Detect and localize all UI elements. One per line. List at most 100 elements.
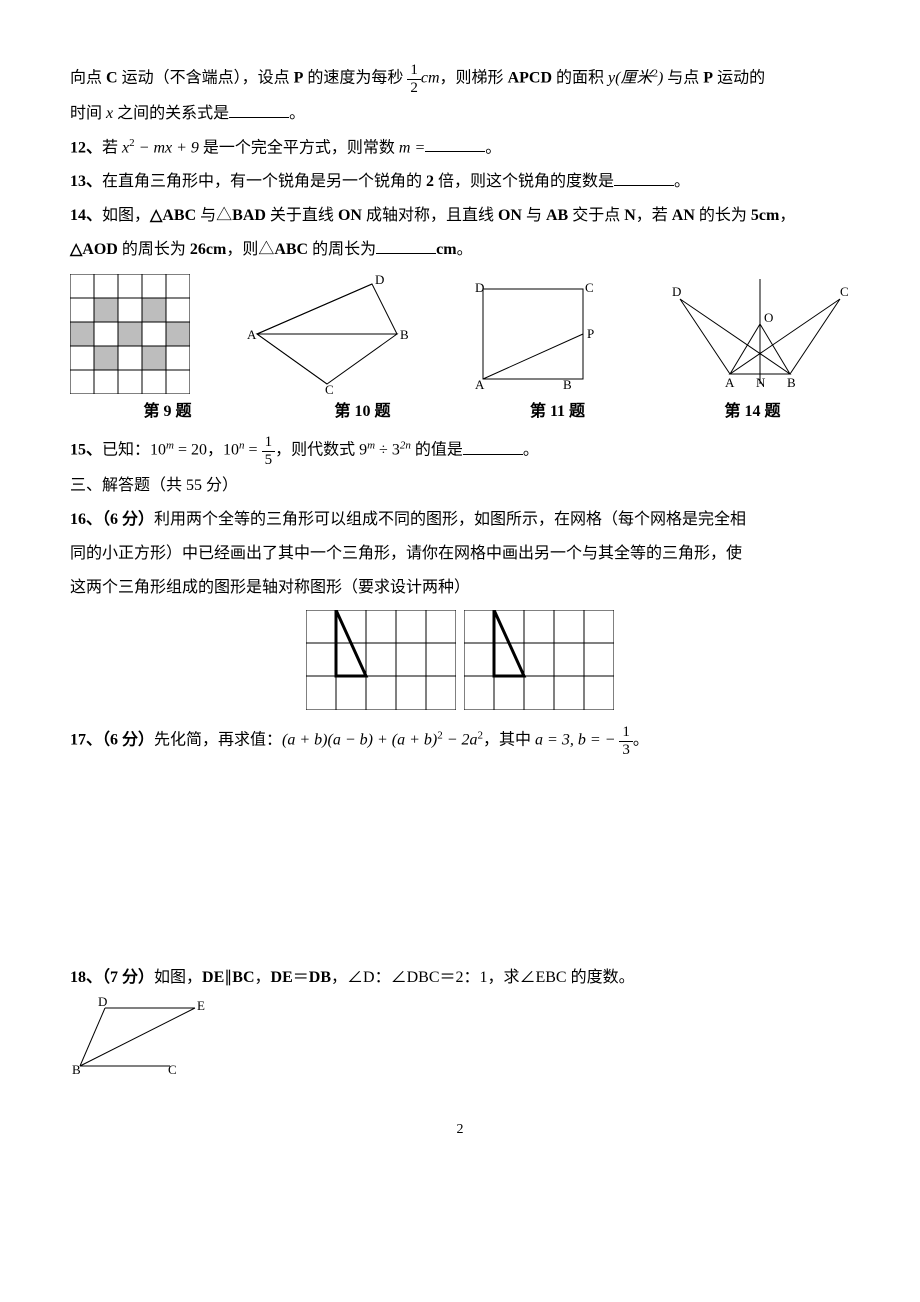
- t: 的速度为每秒: [303, 70, 407, 87]
- section-3-heading: 三、解答题（共 55 分）: [70, 470, 850, 502]
- t: ，则梯形: [440, 70, 508, 87]
- svg-text:P: P: [587, 326, 594, 341]
- pre: 18、: [70, 969, 102, 986]
- t: ，: [779, 207, 795, 224]
- svg-text:B: B: [72, 1062, 81, 1076]
- p: P: [294, 70, 304, 87]
- on2: ON: [498, 207, 522, 224]
- svg-text:C: C: [840, 284, 849, 299]
- t: ，则代数式: [275, 442, 359, 459]
- svg-text:D: D: [475, 280, 484, 295]
- mexp: m: [367, 440, 375, 452]
- ab: AB: [546, 207, 568, 224]
- cap11: 第 11 题: [460, 396, 655, 428]
- t: 倍，则这个锐角的度数是: [434, 173, 614, 190]
- svg-text:A: A: [475, 377, 485, 392]
- blank: [376, 237, 436, 254]
- svg-text:O: O: [764, 310, 773, 325]
- t: 若: [102, 139, 122, 156]
- frac: 13: [619, 724, 633, 758]
- t: 的周长为: [118, 241, 190, 258]
- an: AN: [672, 207, 695, 224]
- t: 。: [485, 139, 501, 156]
- fig10: A B C D: [237, 274, 417, 394]
- svg-text:B: B: [400, 327, 409, 342]
- e: (a + b)(a − b) + (a + b): [282, 732, 437, 749]
- cm: cm: [436, 241, 456, 258]
- cap10: 第 10 题: [265, 396, 460, 428]
- svg-text:E: E: [197, 998, 205, 1013]
- t: 已知：: [102, 442, 150, 459]
- svg-text:N: N: [756, 375, 766, 390]
- bv: b = −: [578, 732, 620, 749]
- t: 先化简，再求值：: [154, 732, 282, 749]
- svg-text:C: C: [585, 280, 594, 295]
- t: ，其中: [483, 732, 535, 749]
- blank: [463, 438, 523, 455]
- grid-b: [464, 610, 614, 710]
- t: 在直角三角形中，有一个锐角是另一个锐角的: [102, 173, 426, 190]
- pre: 15、: [70, 442, 102, 459]
- frac-half: 12: [407, 62, 421, 96]
- pre: 16、: [70, 511, 102, 528]
- bc: BC: [232, 969, 254, 986]
- c2: ，: [331, 969, 347, 986]
- e2n: 2n: [400, 440, 411, 452]
- t: 的面积: [552, 70, 608, 87]
- fig14: A B C D O N: [650, 274, 850, 394]
- svg-text:D: D: [98, 996, 107, 1009]
- t: 。: [289, 105, 305, 122]
- q17: 17、（6 分）先化简，再求值：(a + b)(a − b) + (a + b)…: [70, 724, 850, 758]
- t: 运动的: [713, 70, 765, 87]
- q16-grids: [70, 610, 850, 710]
- p2: P: [703, 70, 713, 87]
- q15: 15、已知：10m = 20，10n = 15，则代数式 9m ÷ 32n 的值…: [70, 434, 850, 468]
- svg-text:C: C: [168, 1062, 177, 1076]
- av: a = 3,: [535, 732, 574, 749]
- t: 与: [522, 207, 546, 224]
- c: C: [106, 70, 118, 87]
- t: 与点: [663, 70, 703, 87]
- y: y(厘米: [608, 70, 652, 87]
- t: 如图，: [154, 969, 202, 986]
- q16-l3: 这两个三角形组成的图形是轴对称图形（要求设计两种）: [70, 572, 850, 604]
- fig11: A B C D P: [463, 274, 603, 394]
- pre: 17、: [70, 732, 102, 749]
- caption-row: 第 9 题 第 10 题 第 11 题 第 14 题: [70, 396, 850, 428]
- pre: 14、: [70, 207, 102, 224]
- svg-text:C: C: [325, 382, 334, 394]
- blank: [229, 101, 289, 118]
- e1: 10: [150, 442, 166, 459]
- m: m =: [399, 139, 425, 156]
- c: ，: [255, 969, 271, 986]
- unit: cm: [421, 70, 440, 87]
- m: m: [166, 440, 174, 452]
- svg-text:B: B: [563, 377, 572, 392]
- q16-l1: 16、（6 分）利用两个全等的三角形可以组成不同的图形，如图所示，在网格（每个网…: [70, 504, 850, 536]
- diagram-icon: A B C D O N: [650, 274, 850, 394]
- mid: − mx + 9: [135, 139, 199, 156]
- de: DE: [202, 969, 224, 986]
- t: 是一个完全平方式，则常数: [199, 139, 399, 156]
- t: ，若: [636, 207, 672, 224]
- q11-line1: 向点 C 运动（不含端点），设点 P 的速度为每秒 12cm，则梯形 APCD …: [70, 62, 850, 96]
- e2: − 2a: [443, 732, 478, 749]
- fig18: B C D E: [70, 996, 850, 1076]
- t: 的长为: [695, 207, 751, 224]
- q14-line1: 14、如图，△ABC 与△BAD 关于直线 ON 成轴对称，且直线 ON 与 A…: [70, 200, 850, 232]
- t: 。: [457, 241, 473, 258]
- two: 2: [426, 173, 434, 190]
- blank: [614, 169, 674, 186]
- t: 与△: [196, 207, 232, 224]
- q14-line2: △AOD 的周长为 26cm，则△ABC 的周长为cm。: [70, 234, 850, 266]
- svg-text:B: B: [787, 375, 796, 390]
- t: 之间的关系式是: [113, 105, 229, 122]
- diagram-icon: A B C D P: [463, 274, 603, 394]
- diagram-icon: B C D E: [70, 996, 220, 1076]
- pre: 12、: [70, 139, 102, 156]
- svg-text:A: A: [725, 375, 735, 390]
- grid-a: [306, 610, 456, 710]
- apcd: APCD: [508, 70, 552, 87]
- t: 。: [523, 442, 539, 459]
- tw: 26cm: [190, 241, 226, 258]
